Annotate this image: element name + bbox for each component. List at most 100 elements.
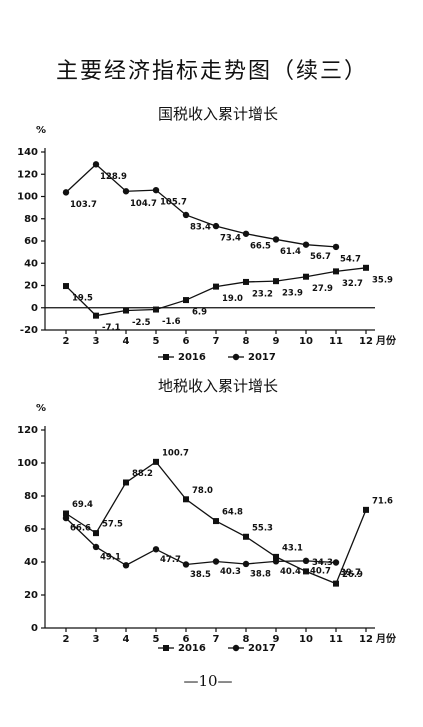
marker xyxy=(333,580,339,587)
y-tick-label: 0 xyxy=(31,303,38,314)
marker xyxy=(243,278,249,285)
x-tick-label: 5 xyxy=(153,336,160,347)
x-tick-label: 11 xyxy=(329,336,343,347)
marker xyxy=(152,546,160,553)
y-tick-label: 0 xyxy=(31,623,38,634)
x-tick-label: 10 xyxy=(299,336,313,347)
x-tick-label: 6 xyxy=(183,634,190,645)
data-label: 88.2 xyxy=(132,469,153,479)
x-tick-label: 12 xyxy=(359,634,373,645)
marker xyxy=(92,543,100,551)
x-tick-label: 2 xyxy=(63,336,70,347)
marker xyxy=(332,243,340,251)
marker xyxy=(182,211,190,219)
data-label: 100.7 xyxy=(162,448,189,458)
marker xyxy=(232,353,240,361)
data-label: 66.6 xyxy=(70,524,91,534)
marker xyxy=(62,514,70,522)
data-label: 47.7 xyxy=(160,555,181,565)
page-title: 主要经济指标走势图（续三） xyxy=(56,59,368,84)
x-tick-label: 4 xyxy=(123,336,130,347)
y-tick-label: 60 xyxy=(24,236,38,247)
y-tick-label: 20 xyxy=(24,281,38,292)
data-label: 23.9 xyxy=(282,289,303,299)
x-axis-label: 月份 xyxy=(375,334,397,347)
y-tick-label: 20 xyxy=(24,590,38,601)
y-tick-label: 100 xyxy=(17,192,38,203)
marker xyxy=(243,533,249,540)
data-label: 49.1 xyxy=(100,552,121,562)
data-label: 128.9 xyxy=(100,172,127,182)
data-label: 39.7 xyxy=(340,568,361,578)
data-label: -1.6 xyxy=(162,317,181,327)
data-label: 19.0 xyxy=(222,294,243,304)
data-label: 38.5 xyxy=(190,570,211,580)
x-tick-label: 3 xyxy=(93,634,100,645)
legend-label: 2016 xyxy=(178,352,206,363)
series-line xyxy=(65,517,337,567)
data-label: 69.4 xyxy=(72,500,93,510)
marker xyxy=(62,189,70,196)
marker xyxy=(92,161,100,168)
data-label: 57.5 xyxy=(102,520,123,530)
marker xyxy=(163,645,169,651)
marker xyxy=(212,558,220,565)
y-tick-label: 60 xyxy=(24,524,38,535)
marker xyxy=(163,354,169,360)
data-label: 35.9 xyxy=(372,275,393,285)
marker xyxy=(232,644,240,652)
data-label: 71.6 xyxy=(372,496,393,506)
x-tick-label: 2 xyxy=(63,634,70,645)
data-label: 73.4 xyxy=(220,234,241,244)
x-tick-label: 7 xyxy=(213,634,220,645)
chart-title: 国税收入累计增长 xyxy=(158,105,278,123)
x-tick-label: 10 xyxy=(299,634,313,645)
data-label: 34.3 xyxy=(312,558,333,568)
marker xyxy=(333,268,339,275)
data-label: 105.7 xyxy=(160,198,187,208)
data-label: -7.1 xyxy=(102,323,121,333)
marker xyxy=(122,562,130,569)
data-label: 32.7 xyxy=(342,279,363,289)
data-label: 27.9 xyxy=(312,284,333,294)
legend-label: 2017 xyxy=(248,352,276,363)
y-tick-label: 120 xyxy=(17,425,38,436)
marker xyxy=(273,278,279,285)
marker xyxy=(123,479,129,486)
y-tick-label: 40 xyxy=(24,557,38,568)
marker xyxy=(363,506,369,513)
y-axis-label: % xyxy=(36,403,46,414)
marker xyxy=(213,283,219,290)
page-number: —10— xyxy=(183,672,232,690)
marker xyxy=(63,510,69,517)
x-tick-label: 8 xyxy=(243,634,250,645)
data-label: 78.0 xyxy=(192,486,213,496)
y-tick-label: 40 xyxy=(24,258,38,269)
marker xyxy=(93,312,99,319)
y-tick-label: 80 xyxy=(24,214,38,225)
marker xyxy=(302,241,310,248)
y-tick-label: 140 xyxy=(17,147,38,158)
x-tick-label: 6 xyxy=(183,336,190,347)
marker xyxy=(213,518,219,525)
x-tick-label: 5 xyxy=(153,634,160,645)
y-tick-label: 120 xyxy=(17,169,38,180)
marker xyxy=(242,230,250,237)
y-tick-label: 100 xyxy=(17,458,38,469)
series-line xyxy=(65,163,337,248)
data-label: 40.7 xyxy=(310,566,331,576)
x-tick-label: 11 xyxy=(329,634,343,645)
marker xyxy=(93,530,99,537)
data-label: 56.7 xyxy=(310,252,331,262)
marker xyxy=(273,553,279,560)
data-label: 23.2 xyxy=(252,289,273,299)
marker xyxy=(153,458,159,465)
data-label: 6.9 xyxy=(192,308,207,318)
data-label: 54.7 xyxy=(340,254,361,264)
data-label: 83.4 xyxy=(190,222,211,232)
x-tick-label: 9 xyxy=(273,336,280,347)
x-tick-label: 3 xyxy=(93,336,100,347)
y-axis-label: % xyxy=(36,125,46,136)
x-tick-label: 12 xyxy=(359,336,373,347)
